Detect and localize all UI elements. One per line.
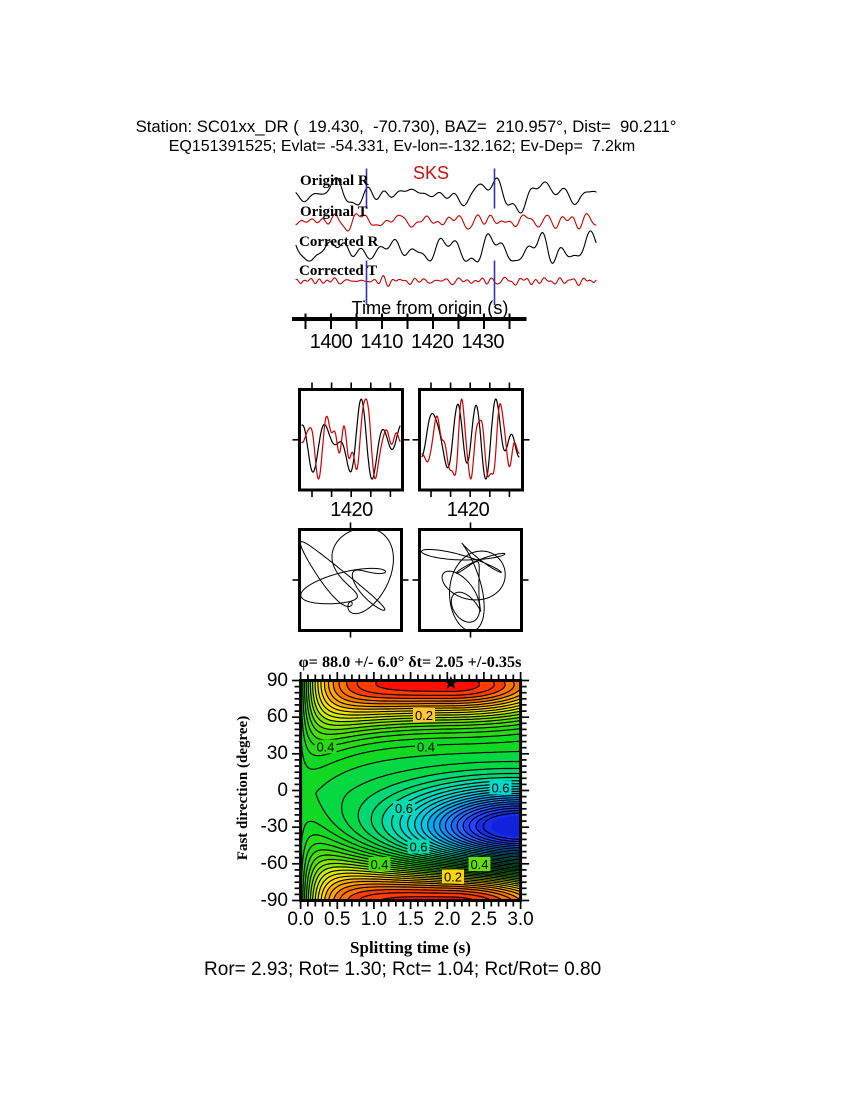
svg-text:0.4: 0.4 <box>370 857 388 872</box>
svg-text:0.2: 0.2 <box>415 708 433 723</box>
svg-text:0.6: 0.6 <box>395 801 413 816</box>
svg-text:0.4: 0.4 <box>417 740 435 755</box>
svg-text:0.6: 0.6 <box>409 840 427 855</box>
svg-text:0.2: 0.2 <box>444 870 462 885</box>
svg-text:0.6: 0.6 <box>491 781 509 796</box>
svg-text:0.4: 0.4 <box>316 740 334 755</box>
svg-text:0.4: 0.4 <box>470 857 488 872</box>
